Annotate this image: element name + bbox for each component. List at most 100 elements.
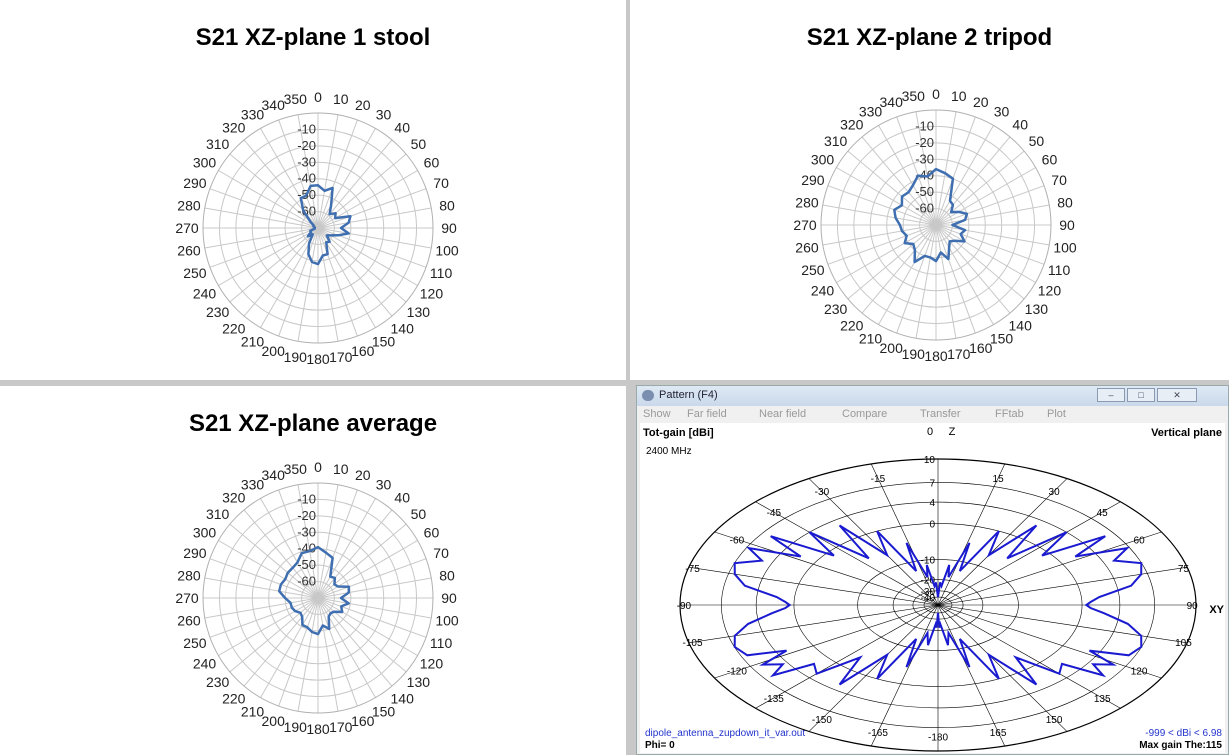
angle-tick-label: 0 <box>314 459 322 475</box>
angle-tick-label: 220 <box>222 320 246 336</box>
grid-spoke <box>937 604 1188 644</box>
grid-spoke <box>317 558 427 599</box>
angle-tick-label: 280 <box>177 567 201 583</box>
menu-near-field[interactable]: Near field <box>759 408 807 420</box>
angle-tick-label: 180 <box>924 348 948 364</box>
menu-far-field[interactable]: Far field <box>687 408 727 420</box>
angle-tick-label: 200 <box>880 340 904 356</box>
grid-spoke <box>935 224 1045 265</box>
angle-tick-label: 220 <box>222 690 246 706</box>
grid-spoke <box>317 509 393 599</box>
radial-tick-label: -20 <box>297 508 316 523</box>
menu-show[interactable]: Show <box>643 408 671 420</box>
grid-spoke <box>935 224 976 334</box>
grid-ring <box>284 194 352 262</box>
angle-tick-label: 120 <box>1131 667 1148 678</box>
grid-ring <box>820 109 1052 341</box>
grid-spoke <box>229 153 319 229</box>
angle-tick-label: 280 <box>177 197 201 213</box>
angle-tick-label: 240 <box>193 286 217 302</box>
grid-ring <box>853 142 1019 308</box>
grid-spoke <box>260 498 319 599</box>
grid-spoke <box>317 498 376 599</box>
angle-tick-label: 50 <box>411 506 427 522</box>
angle-tick-label: 190 <box>284 349 308 365</box>
grid-ring <box>301 211 335 245</box>
angle-tick-label: 130 <box>1025 301 1049 317</box>
grid-spoke <box>204 597 319 619</box>
minimize-icon[interactable]: – <box>1097 388 1125 402</box>
angle-tick-label: 20 <box>355 97 371 113</box>
grid-spoke <box>861 136 937 226</box>
chart-panel-stool: S21 XZ-plane 1 stool -10 -20 -30 -40 -50 -60 0… <box>0 0 626 380</box>
axis-z-label: Z <box>949 426 956 438</box>
grid-spoke <box>317 597 339 712</box>
angle-tick-label: 150 <box>1046 715 1063 726</box>
grid-ring <box>892 579 984 631</box>
chart-title: S21 XZ-plane average <box>188 410 438 437</box>
menu-fftab[interactable]: FFtab <box>995 408 1024 420</box>
radial-tick-label: -30 <box>297 524 316 539</box>
angle-tick-label: 40 <box>394 490 410 506</box>
grid-spoke <box>937 604 1006 747</box>
grid-ring <box>301 581 335 615</box>
file-label: dipole_antenna_zupdown_it_var.out <box>645 728 805 739</box>
grid-spoke <box>317 597 427 638</box>
angle-tick-label: 80 <box>1057 194 1073 210</box>
close-icon[interactable]: ✕ <box>1157 388 1197 402</box>
angle-tick-label: 100 <box>435 613 459 629</box>
angle-tick-label: 230 <box>206 304 230 320</box>
grid-spoke <box>937 463 1006 606</box>
radial-tick-label: -30 <box>297 154 316 169</box>
angle-tick-label: 180 <box>306 351 330 367</box>
grid-spoke <box>317 484 339 599</box>
angle-tick-label: -165 <box>868 728 888 739</box>
angle-tick-label: 30 <box>1049 487 1061 498</box>
grid-spoke <box>935 224 1011 314</box>
angle-tick-label: 210 <box>859 330 883 346</box>
angle-tick-label: -150 <box>812 715 832 726</box>
angle-tick-label: 170 <box>947 346 971 362</box>
grid-spoke <box>827 185 937 226</box>
window-titlebar[interactable]: Pattern (F4) – □ ✕ <box>637 386 1228 406</box>
menu-plot[interactable]: Plot <box>1047 408 1066 420</box>
grid-spoke <box>317 227 432 249</box>
chart-panel-average: S21 XZ-plane average -10 -20 -30 -40 -50 -60 0… <box>0 386 626 755</box>
angle-tick-label: 80 <box>439 197 455 213</box>
radial-tick-label: 0 <box>929 519 935 530</box>
radial-tick-label: -50 <box>915 184 934 199</box>
grid-ring <box>218 498 418 698</box>
angle-tick-label: 70 <box>1051 172 1067 188</box>
angle-tick-label: 90 <box>1187 601 1199 612</box>
grid-spoke <box>317 227 418 286</box>
menu-compare[interactable]: Compare <box>842 408 888 420</box>
angle-tick-label: -120 <box>727 667 747 678</box>
grid-ring <box>721 482 1155 728</box>
grid-spoke <box>317 597 407 673</box>
angle-tick-label: 140 <box>1009 317 1033 333</box>
angle-tick-label: 260 <box>177 243 201 259</box>
angle-tick-label: 110 <box>1048 262 1071 278</box>
angle-tick-label: 165 <box>990 728 1007 739</box>
angle-tick-label: 90 <box>441 220 457 236</box>
angle-tick-label: 10 <box>333 91 349 107</box>
angle-tick-label: 120 <box>1038 283 1062 299</box>
grid-ring <box>869 158 1003 292</box>
grid-spoke <box>878 224 937 325</box>
grid-spoke <box>935 136 1011 226</box>
angle-tick-label: 260 <box>177 613 201 629</box>
maximize-icon[interactable]: □ <box>1127 388 1155 402</box>
menu-transfer[interactable]: Transfer <box>920 408 961 420</box>
angle-tick-label: -90 <box>677 601 692 612</box>
grid-spoke <box>937 566 1188 606</box>
radial-tick-label: 7 <box>929 478 935 489</box>
grid-spoke <box>870 604 939 747</box>
angle-tick-label: 10 <box>951 88 967 104</box>
grid-spoke <box>317 597 432 619</box>
radial-tick-label: 4 <box>929 498 935 509</box>
plane-label: Vertical plane <box>1151 427 1222 439</box>
axis-xy-label: XY <box>1209 604 1224 616</box>
grid-spoke <box>243 227 319 317</box>
angle-tick-label: 40 <box>1012 117 1028 133</box>
grid-spoke <box>209 558 319 599</box>
